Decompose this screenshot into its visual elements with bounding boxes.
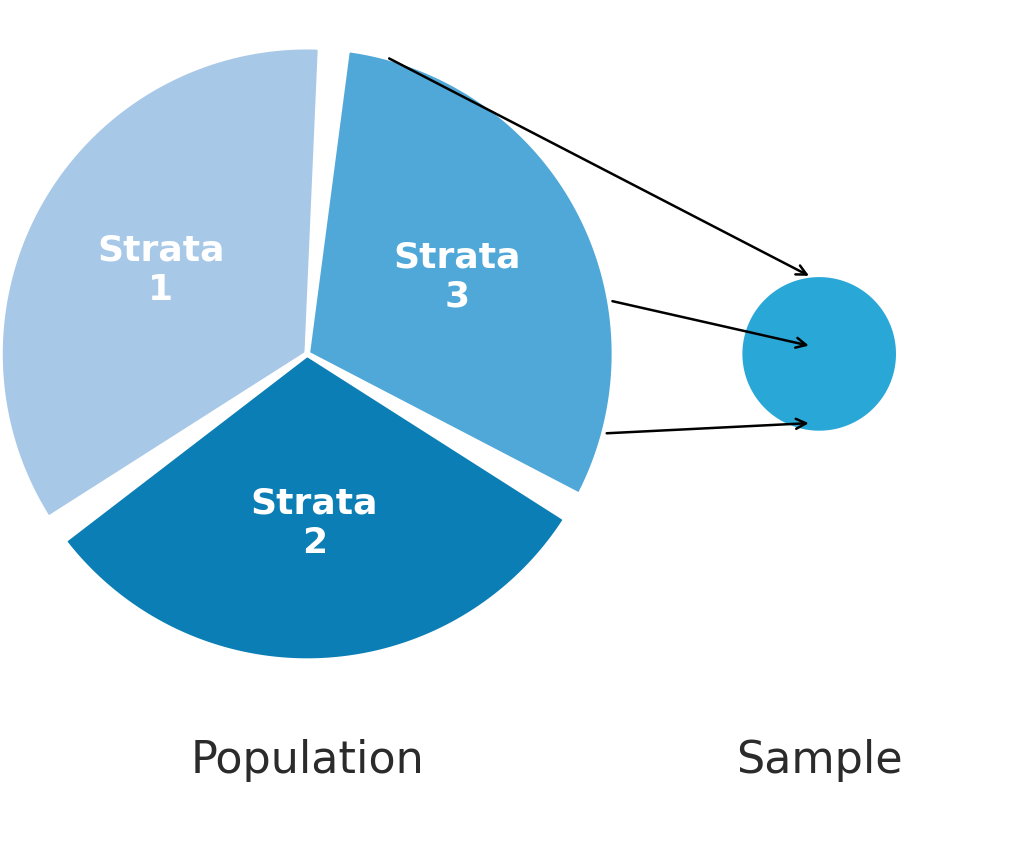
Text: Strata
2: Strata 2 [251, 486, 378, 560]
Text: Sample: Sample [736, 738, 902, 781]
Polygon shape [742, 278, 896, 431]
Polygon shape [0, 47, 321, 519]
Text: Population: Population [190, 738, 424, 781]
Text: Strata
3: Strata 3 [393, 240, 521, 313]
Polygon shape [63, 354, 566, 662]
Text: Strata
1: Strata 1 [97, 234, 224, 306]
Polygon shape [307, 51, 614, 496]
